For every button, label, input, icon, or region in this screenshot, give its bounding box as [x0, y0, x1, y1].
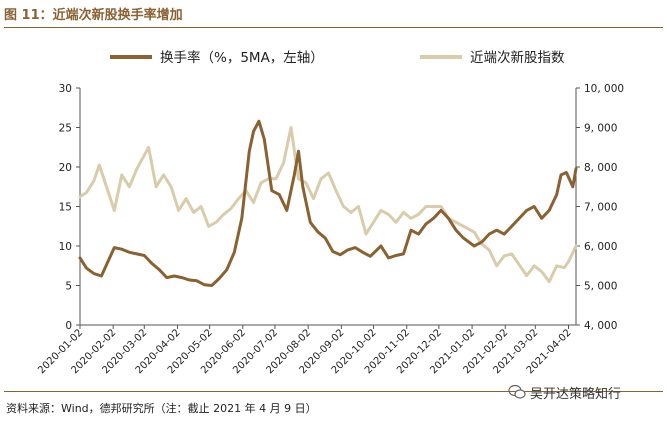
legend-label: 近端次新股指数 — [470, 50, 565, 66]
watermark: 吴开达策略知行 — [508, 381, 621, 403]
left-axis-tick-label: 15 — [59, 202, 72, 214]
right-axis-tick-label: 7, 000 — [584, 202, 617, 214]
right-axis-tick-label: 10, 000 — [584, 83, 624, 95]
right-axis-tick-label: 8, 000 — [584, 162, 617, 174]
wechat-icon — [508, 384, 526, 400]
legend-label: 换手率（%，5MA，左轴） — [160, 49, 324, 66]
turnover-rate-line — [78, 119, 578, 287]
right-axis-tick-label: 5, 000 — [584, 281, 617, 293]
figure-header — [4, 3, 663, 28]
right-axis-tick-label: 6, 000 — [584, 241, 617, 253]
source-note: 资料来源：Wind，德邦研究所（注：截止 2021 年 4 月 9 日） — [6, 402, 317, 415]
left-axis-tick-label: 5 — [65, 281, 72, 293]
right-axis-tick-label: 9, 000 — [584, 123, 617, 135]
watermark-text: 吴开达策略知行 — [530, 386, 622, 402]
subnew-index-line — [78, 126, 578, 284]
left-axis-tick-label: 0 — [65, 320, 72, 332]
left-axis-tick-label: 25 — [59, 123, 72, 135]
left-axis-tick-label: 20 — [59, 162, 72, 174]
right-axis-tick-label: 4, 000 — [584, 320, 617, 332]
left-axis-tick-label: 30 — [59, 83, 72, 95]
figure-footer-rule — [4, 391, 663, 392]
left-axis-tick-label: 10 — [59, 241, 72, 253]
figure-title: 图 11：近端次新股换手率增加 — [4, 8, 183, 23]
